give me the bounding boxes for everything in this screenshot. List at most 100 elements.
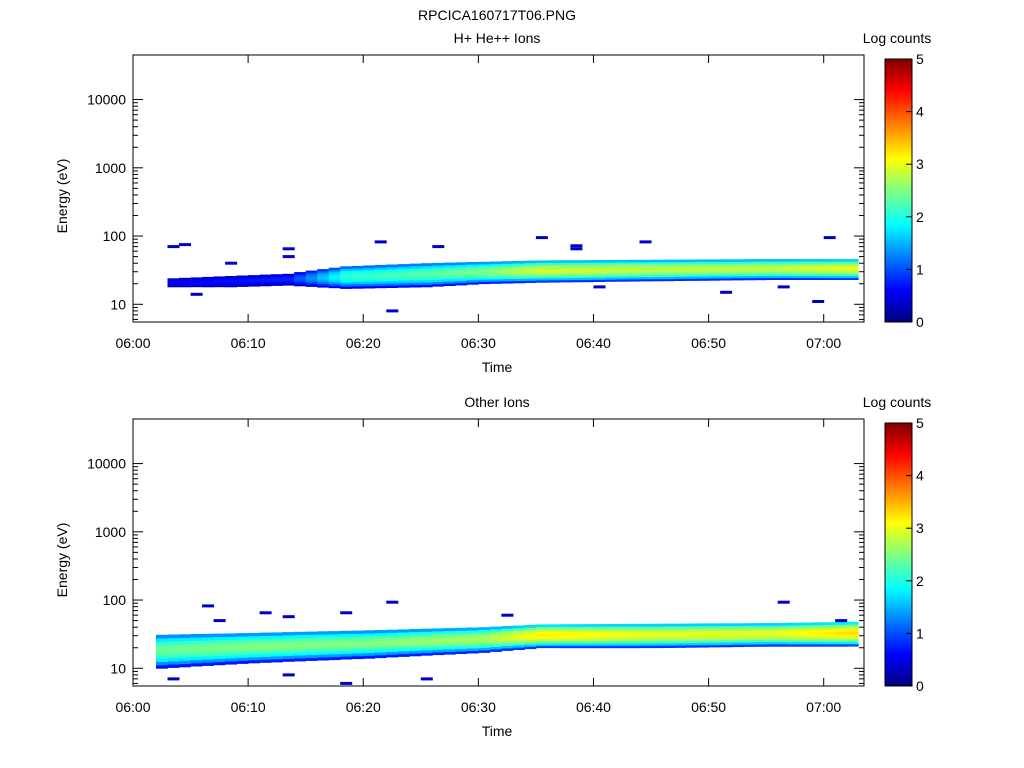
data-cell <box>340 642 353 646</box>
data-cell <box>374 649 387 653</box>
data-cell <box>443 276 456 280</box>
data-cell <box>535 267 548 270</box>
data-cell <box>651 270 663 273</box>
colorbar-ticks: 0 1 2 3 4 5 <box>906 51 924 330</box>
data-cell <box>512 625 525 629</box>
data-cell <box>282 283 295 285</box>
low-count-mark <box>777 285 790 289</box>
data-cell <box>639 261 652 265</box>
data-cell <box>558 266 571 270</box>
data-cell <box>570 624 583 627</box>
data-cell <box>271 277 283 280</box>
data-cell <box>167 654 180 658</box>
data-cell <box>248 285 260 287</box>
data-cell <box>823 627 836 630</box>
data-cell <box>846 259 859 262</box>
data-cell <box>409 634 422 638</box>
data-cell <box>754 261 767 264</box>
data-cell <box>535 640 548 644</box>
data-cell <box>294 283 307 285</box>
data-cell <box>271 274 283 276</box>
data-cell <box>282 646 295 651</box>
data-cell <box>651 274 663 278</box>
data-cell <box>179 647 191 651</box>
data-cell <box>478 266 491 269</box>
data-cell <box>409 263 422 267</box>
data-cell <box>466 648 479 651</box>
data-cell <box>582 640 594 644</box>
data-cell <box>432 281 445 285</box>
data-cell <box>754 627 767 631</box>
data-cell <box>328 273 341 277</box>
data-cell <box>685 265 698 269</box>
data-cell <box>777 636 790 640</box>
data-cell <box>282 280 295 283</box>
data-cell <box>720 637 732 641</box>
data-cell <box>731 632 744 636</box>
data-cell <box>466 266 479 270</box>
data-cell <box>812 261 825 264</box>
data-cell <box>179 286 191 288</box>
data-cell <box>282 658 295 662</box>
data-cell <box>190 285 203 287</box>
data-cell <box>225 654 237 659</box>
data-cell <box>512 635 525 638</box>
data-cell <box>812 273 825 276</box>
data-cell <box>225 285 237 288</box>
low-count-mark <box>167 677 180 681</box>
data-cell <box>743 271 755 275</box>
data-cell <box>835 271 848 274</box>
data-cell <box>823 277 836 280</box>
data-cell <box>225 278 237 280</box>
data-cell <box>605 268 617 272</box>
data-cell <box>271 283 283 285</box>
data-cell <box>789 629 802 633</box>
data-cell <box>294 281 307 284</box>
data-cell <box>800 632 813 635</box>
data-cell <box>420 644 433 648</box>
data-cell <box>651 645 663 649</box>
data-cell <box>685 272 698 275</box>
data-cell <box>340 630 353 634</box>
data-cell <box>294 631 307 636</box>
data-cell <box>731 265 744 268</box>
data-cell <box>202 282 214 285</box>
data-cell <box>351 644 364 648</box>
data-cell <box>420 647 433 651</box>
data-cell <box>213 279 226 281</box>
data-cell <box>512 267 525 271</box>
data-cell <box>743 630 755 633</box>
data-cell <box>789 639 802 642</box>
data-cell <box>628 279 640 282</box>
data-cell <box>317 642 330 647</box>
data-cell <box>535 260 548 263</box>
data-cell <box>305 273 318 276</box>
data-cell <box>674 642 686 646</box>
data-cell <box>547 636 560 639</box>
data-cell <box>190 637 203 641</box>
data-cell <box>328 281 341 285</box>
data-cell <box>535 275 548 279</box>
data-cell <box>535 271 548 274</box>
colorbar-tick-label: 4 <box>916 104 924 120</box>
data-cell <box>766 271 778 274</box>
data-cell <box>823 641 836 645</box>
data-cell <box>697 644 709 648</box>
data-cell <box>582 643 594 646</box>
data-cell <box>743 637 755 640</box>
data-cell <box>720 263 732 266</box>
data-cell <box>259 282 272 284</box>
data-cell <box>582 279 594 283</box>
data-cell <box>812 641 825 645</box>
data-cell <box>363 655 376 659</box>
low-count-mark <box>167 245 180 249</box>
data-cell <box>478 264 491 267</box>
data-cell <box>731 277 744 281</box>
data-cell <box>225 282 237 284</box>
data-cell <box>432 269 445 273</box>
data-cell <box>766 641 778 645</box>
data-cell <box>512 647 525 650</box>
data-cell <box>777 639 790 642</box>
data-cell <box>328 275 341 279</box>
data-cell <box>167 651 180 655</box>
